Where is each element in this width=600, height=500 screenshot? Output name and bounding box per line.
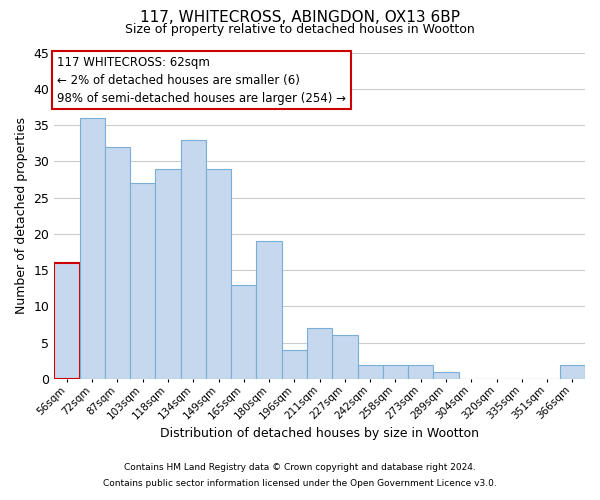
- Bar: [358, 364, 383, 379]
- Bar: [332, 336, 358, 379]
- Bar: [80, 118, 105, 379]
- Bar: [383, 364, 408, 379]
- Bar: [231, 284, 256, 379]
- Bar: [282, 350, 307, 379]
- Bar: [206, 168, 231, 379]
- Y-axis label: Number of detached properties: Number of detached properties: [15, 118, 28, 314]
- Bar: [560, 364, 585, 379]
- Text: 117 WHITECROSS: 62sqm
← 2% of detached houses are smaller (6)
98% of semi-detach: 117 WHITECROSS: 62sqm ← 2% of detached h…: [57, 56, 346, 105]
- Bar: [105, 147, 130, 379]
- Bar: [181, 140, 206, 379]
- Text: Size of property relative to detached houses in Wootton: Size of property relative to detached ho…: [125, 22, 475, 36]
- Bar: [130, 183, 155, 379]
- Bar: [256, 241, 282, 379]
- Bar: [408, 364, 433, 379]
- Text: Contains HM Land Registry data © Crown copyright and database right 2024.: Contains HM Land Registry data © Crown c…: [124, 464, 476, 472]
- Text: Contains public sector information licensed under the Open Government Licence v3: Contains public sector information licen…: [103, 478, 497, 488]
- X-axis label: Distribution of detached houses by size in Wootton: Distribution of detached houses by size …: [160, 427, 479, 440]
- Bar: [54, 263, 80, 379]
- Bar: [433, 372, 458, 379]
- Bar: [155, 168, 181, 379]
- Text: 117, WHITECROSS, ABINGDON, OX13 6BP: 117, WHITECROSS, ABINGDON, OX13 6BP: [140, 10, 460, 25]
- Bar: [307, 328, 332, 379]
